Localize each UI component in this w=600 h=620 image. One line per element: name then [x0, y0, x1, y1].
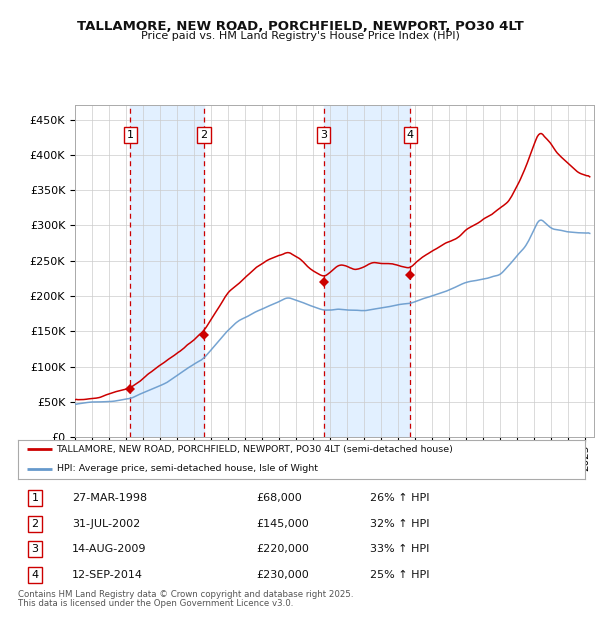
Text: 31-JUL-2002: 31-JUL-2002: [72, 519, 140, 529]
Text: TALLAMORE, NEW ROAD, PORCHFIELD, NEWPORT, PO30 4LT: TALLAMORE, NEW ROAD, PORCHFIELD, NEWPORT…: [77, 20, 523, 33]
Text: £230,000: £230,000: [256, 570, 309, 580]
Bar: [324, 105, 410, 437]
Text: Price paid vs. HM Land Registry's House Price Index (HPI): Price paid vs. HM Land Registry's House …: [140, 31, 460, 41]
Text: £220,000: £220,000: [256, 544, 309, 554]
Text: 12-SEP-2014: 12-SEP-2014: [72, 570, 143, 580]
Text: 2: 2: [200, 130, 208, 140]
Text: 3: 3: [32, 544, 38, 554]
Text: £68,000: £68,000: [256, 493, 302, 503]
Text: HPI: Average price, semi-detached house, Isle of Wight: HPI: Average price, semi-detached house,…: [56, 464, 317, 474]
Text: 1: 1: [127, 130, 134, 140]
Text: TALLAMORE, NEW ROAD, PORCHFIELD, NEWPORT, PO30 4LT (semi-detached house): TALLAMORE, NEW ROAD, PORCHFIELD, NEWPORT…: [56, 445, 454, 454]
Text: 2: 2: [31, 519, 38, 529]
Text: 27-MAR-1998: 27-MAR-1998: [72, 493, 147, 503]
Text: Contains HM Land Registry data © Crown copyright and database right 2025.: Contains HM Land Registry data © Crown c…: [18, 590, 353, 600]
Text: This data is licensed under the Open Government Licence v3.0.: This data is licensed under the Open Gov…: [18, 599, 293, 608]
Text: 4: 4: [31, 570, 38, 580]
Text: 3: 3: [320, 130, 327, 140]
Text: 14-AUG-2009: 14-AUG-2009: [72, 544, 146, 554]
Text: 25% ↑ HPI: 25% ↑ HPI: [370, 570, 429, 580]
Text: £145,000: £145,000: [256, 519, 309, 529]
Text: 4: 4: [407, 130, 414, 140]
Text: 1: 1: [32, 493, 38, 503]
Text: 32% ↑ HPI: 32% ↑ HPI: [370, 519, 429, 529]
Text: 33% ↑ HPI: 33% ↑ HPI: [370, 544, 429, 554]
Bar: [130, 105, 204, 437]
Text: 26% ↑ HPI: 26% ↑ HPI: [370, 493, 429, 503]
